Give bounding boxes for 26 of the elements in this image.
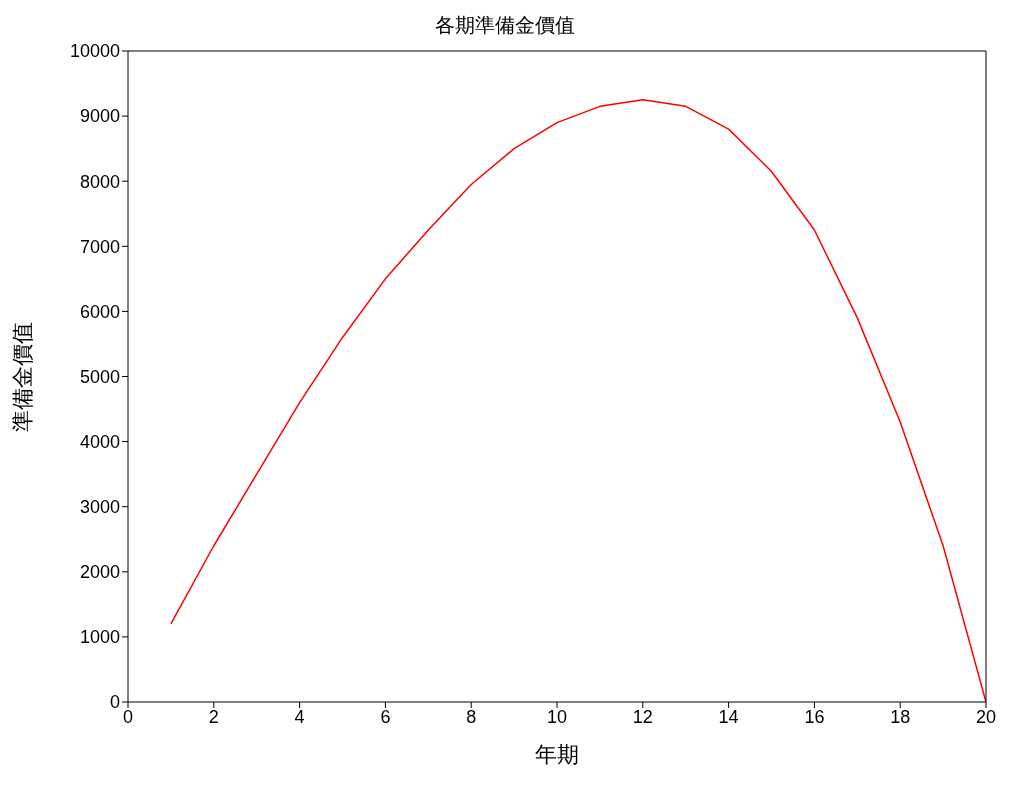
x-axis-title: 年期 [535, 742, 579, 767]
x-tick-label: 8 [466, 706, 477, 727]
y-tick-label: 5000 [79, 366, 120, 387]
x-tick-label: 16 [804, 706, 825, 727]
y-tick-label: 3000 [79, 497, 120, 518]
y-axis-title: 準備金價值 [9, 321, 35, 432]
y-tick-label: 7000 [79, 236, 120, 257]
x-tick-label: 12 [632, 706, 653, 727]
x-tick-label: 0 [122, 706, 134, 727]
y-tick-label: 1000 [79, 627, 120, 648]
y-tick-label: 8000 [79, 171, 120, 192]
y-tick-label: 10000 [69, 41, 120, 62]
x-tick-label: 2 [208, 706, 219, 727]
y-tick-label: 0 [109, 692, 120, 713]
y-tick-label: 6000 [79, 301, 120, 322]
y-tick-label: 2000 [79, 562, 120, 583]
x-tick-label: 14 [718, 706, 739, 727]
x-tick-label: 6 [380, 706, 391, 727]
x-tick-label: 4 [294, 706, 305, 727]
x-tick-label: 10 [546, 706, 568, 727]
y-tick-label: 9000 [79, 106, 120, 127]
y-tick-label: 4000 [79, 431, 120, 452]
x-tick-label: 18 [890, 706, 911, 727]
line-series [170, 99, 986, 702]
chart-title: 各期準備金價值 [433, 13, 576, 38]
x-tick-label: 20 [975, 706, 997, 727]
